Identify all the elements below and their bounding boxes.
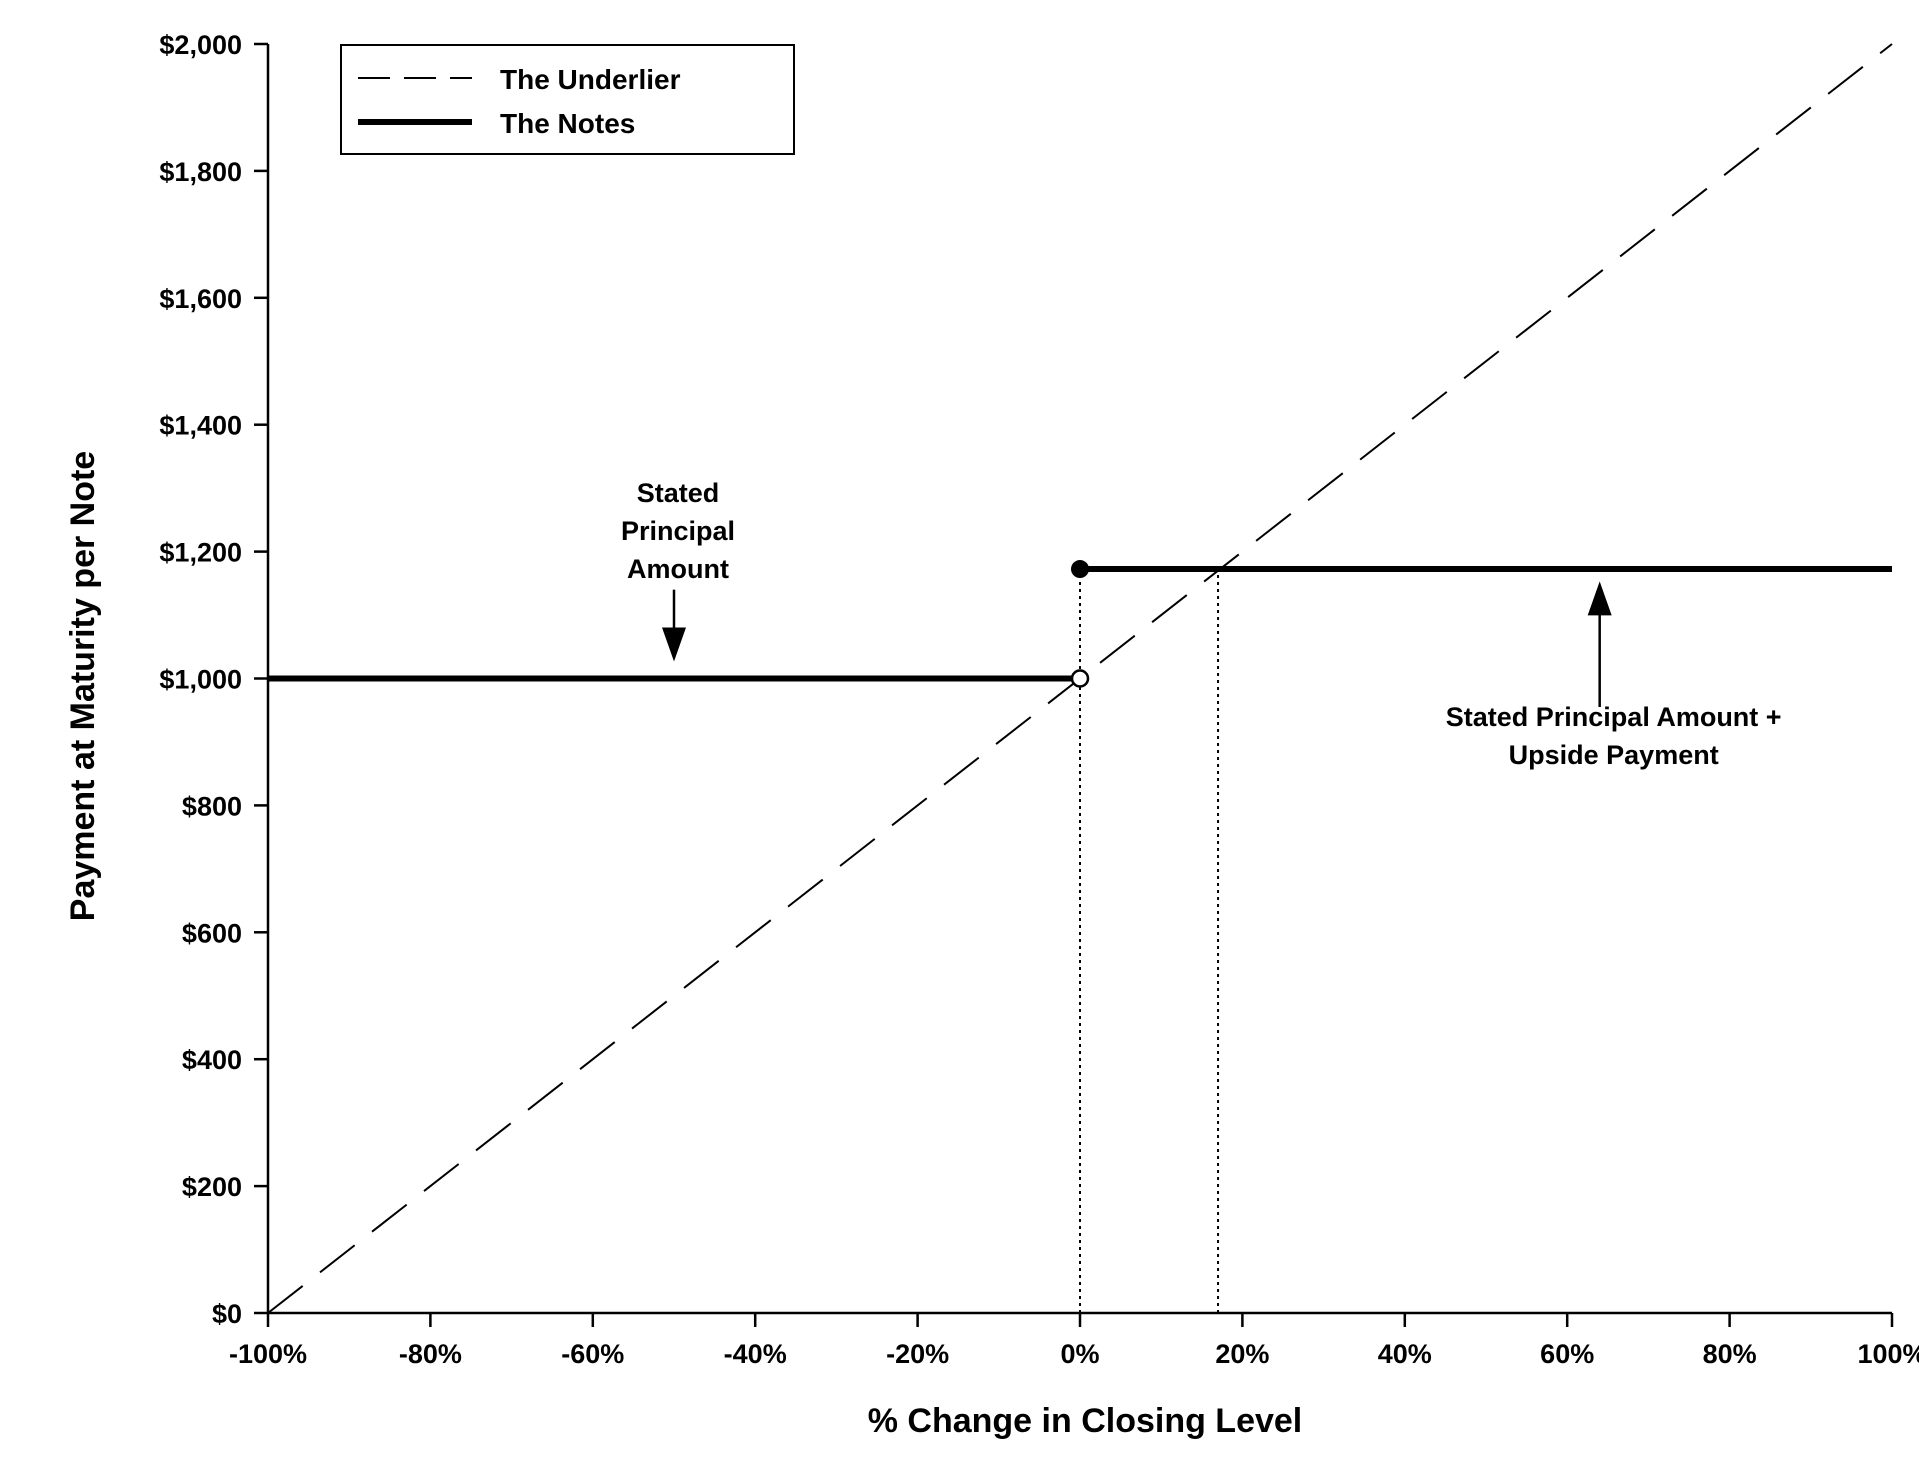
annotation-upside-payment-text: Stated Principal Amount + (1446, 702, 1782, 732)
x-tick-label: -20% (886, 1339, 949, 1369)
x-tick-label: 20% (1215, 1339, 1269, 1369)
notes-open-point (1070, 669, 1090, 688)
x-tick-label: 80% (1703, 1339, 1757, 1369)
x-tick-label: -60% (561, 1339, 624, 1369)
series-layer (267, 43, 1893, 1314)
annotation-stated-principal-text: Amount (627, 554, 729, 584)
x-tick-label: -80% (399, 1339, 462, 1369)
y-tick-label: $200 (182, 1172, 242, 1202)
notes-closed-point (1071, 560, 1089, 579)
y-tick-label: $400 (182, 1045, 242, 1075)
legend: The Underlier The Notes (340, 44, 795, 155)
y-tick-label: $1,800 (159, 157, 242, 187)
arrow-up-icon (1587, 581, 1612, 616)
annotation-stated-principal-text: Stated (637, 478, 720, 508)
y-tick-label: $1,000 (159, 665, 242, 695)
y-axis-title: Payment at Maturity per Note (64, 451, 102, 921)
y-tick-label: $0 (212, 1299, 242, 1329)
axes: $0 $200 $400 $600 $800 $1,000 $1,200 $1,400 $1,6… (159, 30, 1919, 1369)
x-axis-title: % Change in Closing Level (868, 1402, 1303, 1440)
axis-titles: % Change in Closing Level Payment at Mat… (64, 451, 1302, 1440)
x-tick-label: 0% (1060, 1339, 1099, 1369)
annotation-upside-payment-text: Upside Payment (1509, 740, 1719, 770)
y-tick-label: $600 (182, 918, 242, 948)
x-tick-label: -40% (724, 1339, 787, 1369)
y-tick-label: $1,400 (159, 411, 242, 441)
annotation-stated-principal-text: Principal (621, 516, 735, 546)
legend-underlier-label: The Underlier (500, 64, 681, 95)
legend-notes-label: The Notes (500, 108, 635, 139)
annotations: Stated Principal Amount Stated Principal Am… (621, 478, 1782, 770)
y-tick-label: $2,000 (159, 30, 242, 60)
x-tick-label: -100% (229, 1339, 307, 1369)
y-tick-label: $800 (182, 791, 242, 821)
legend-box (340, 44, 795, 155)
x-tick-label: 60% (1540, 1339, 1594, 1369)
reference-lines (1079, 569, 1220, 1313)
y-tick-label: $1,600 (159, 284, 242, 314)
arrow-down-icon (662, 627, 686, 662)
x-tick-label: 100% (1857, 1339, 1919, 1369)
y-tick-label: $1,200 (159, 538, 242, 568)
x-tick-label: 40% (1378, 1339, 1432, 1369)
